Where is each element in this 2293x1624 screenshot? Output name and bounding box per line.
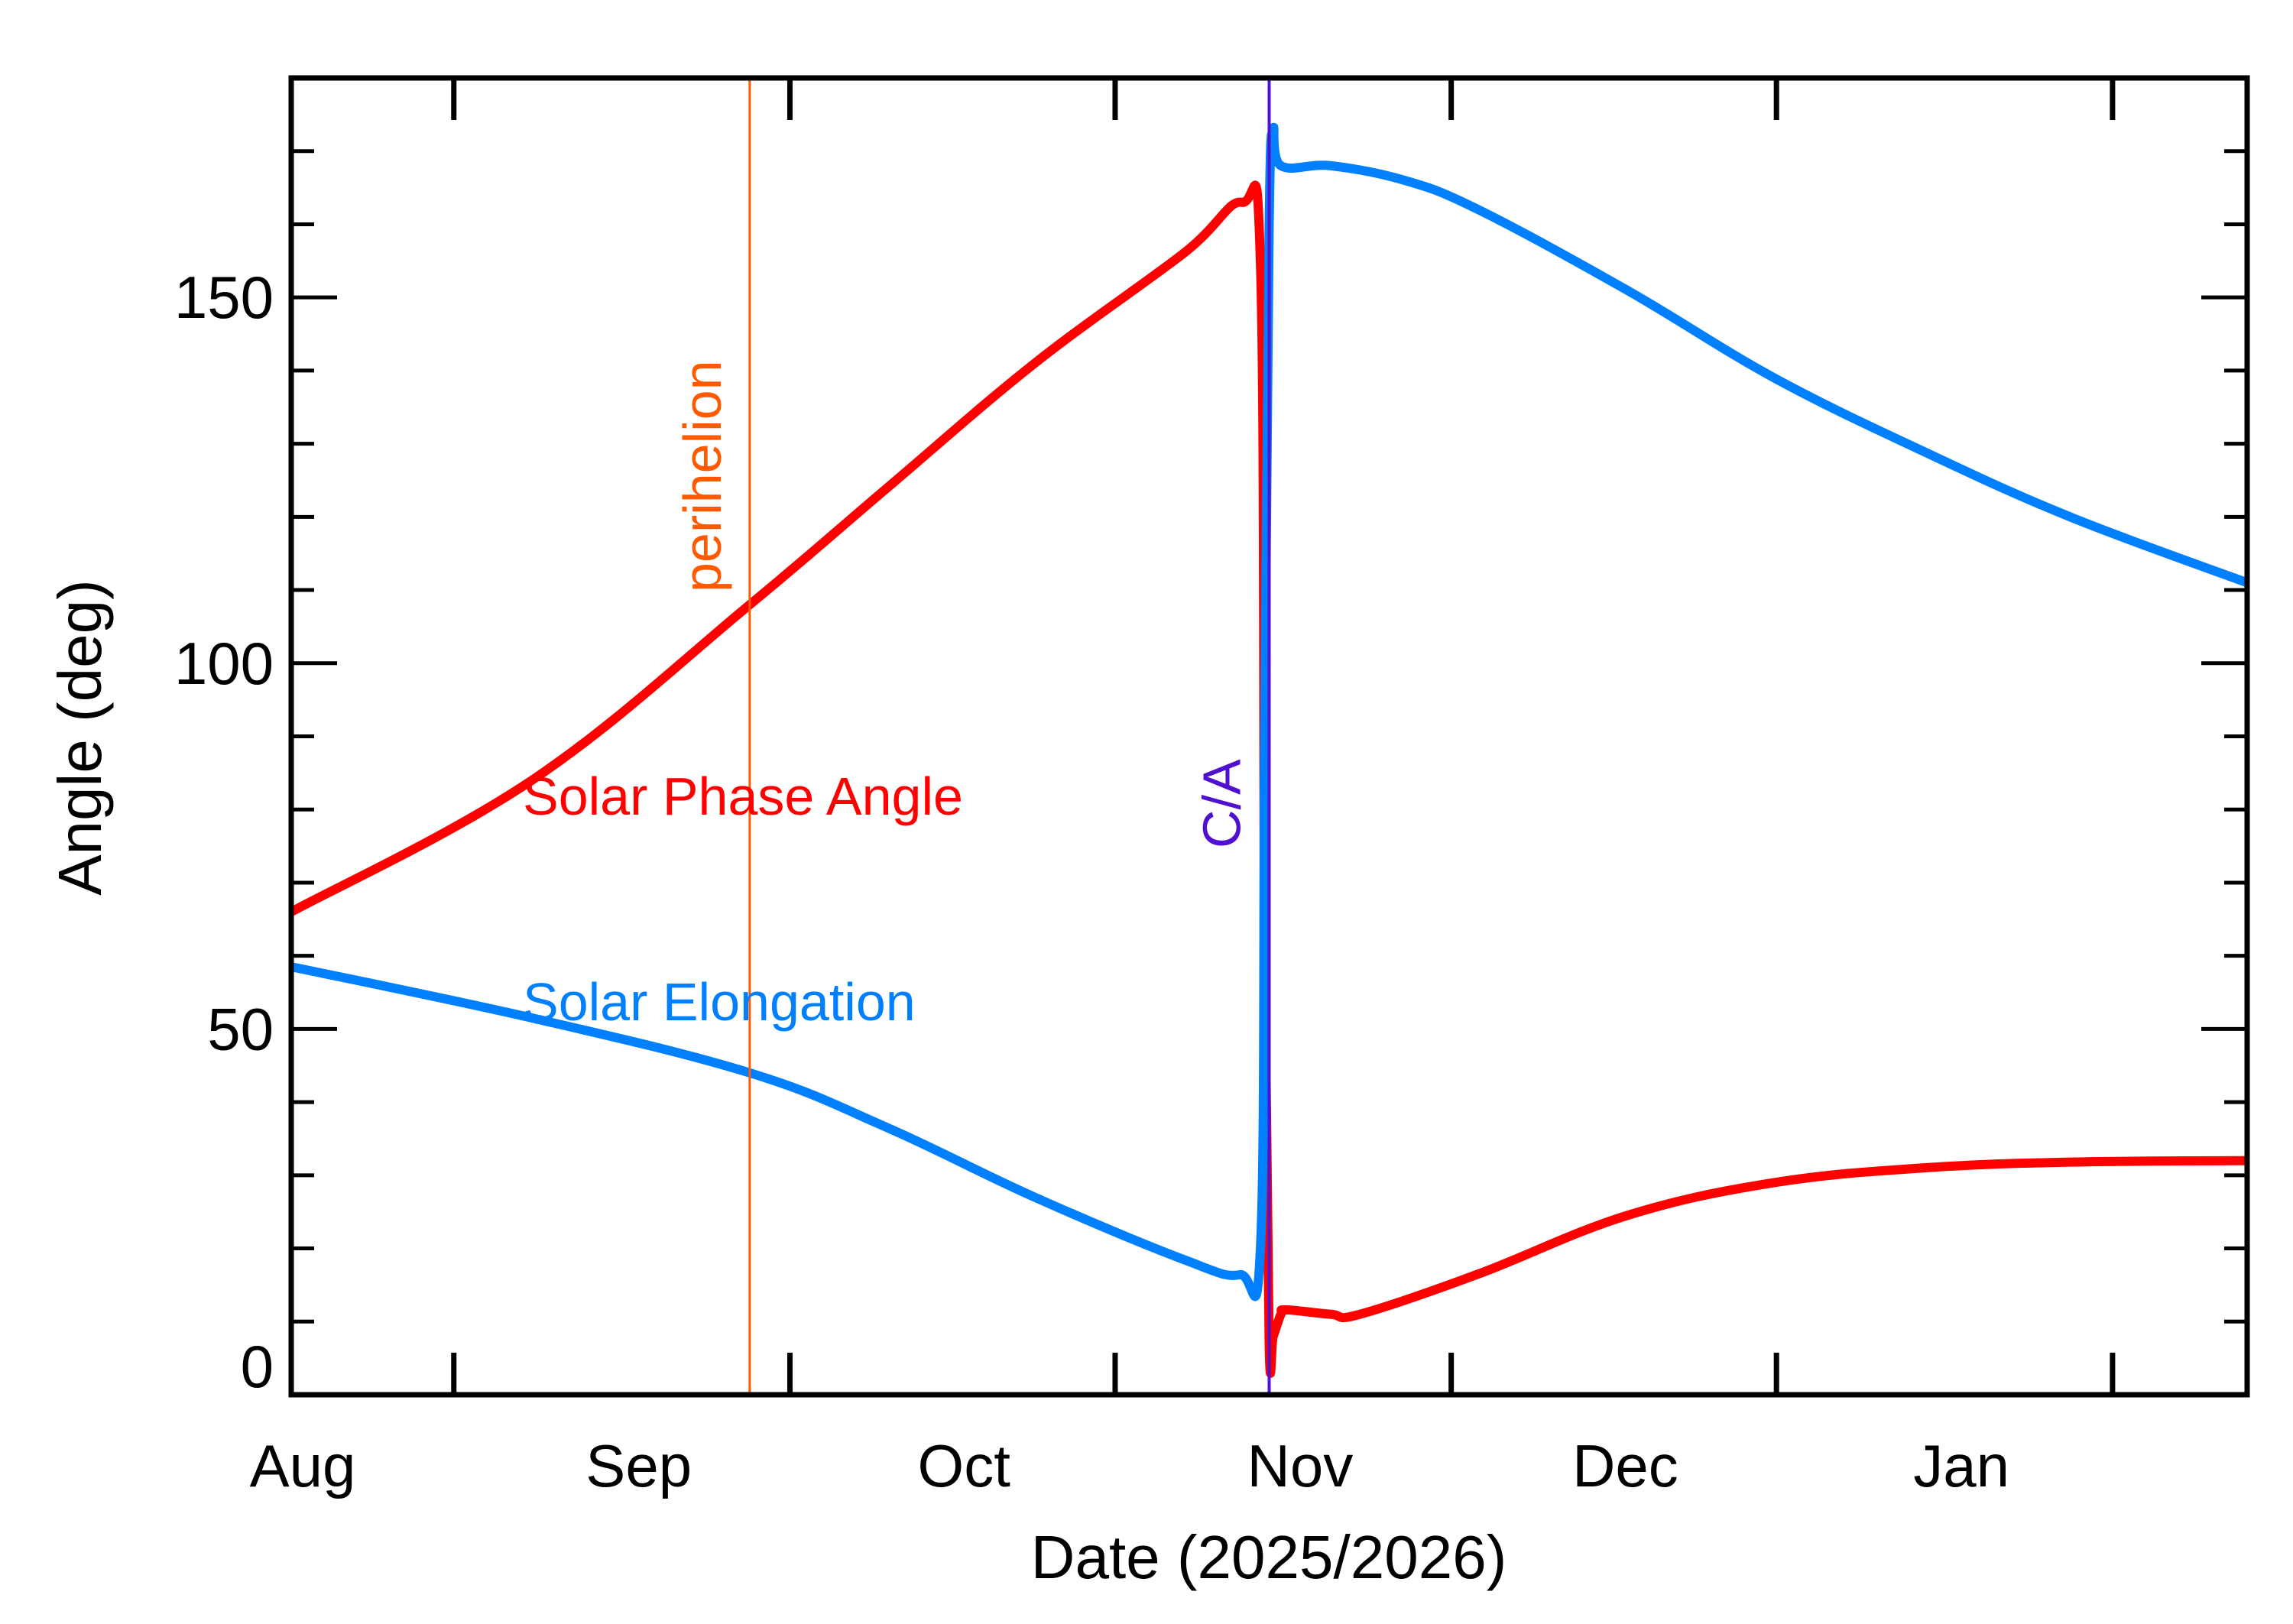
- x-tick-label-dec: Dec: [1572, 1432, 1678, 1499]
- y-axis-title: Angle (deg): [46, 579, 114, 896]
- y-tick-label: 50: [207, 995, 274, 1062]
- y-tick-label: 100: [174, 630, 274, 697]
- y-tick-label: 150: [174, 264, 274, 331]
- tick-layer: Aug Sep Oct Nov Dec Jan 0 50 100 150: [174, 78, 2247, 1499]
- series-label-solar-elongation: Solar Elongation: [523, 972, 916, 1032]
- y-tick-label: 0: [241, 1333, 274, 1400]
- x-axis-title: Date (2025/2026): [1031, 1523, 1507, 1591]
- marker-layer: perihelion C/A: [673, 78, 1271, 1395]
- x-tick-label-aug: Aug: [250, 1432, 356, 1499]
- marker-label-c-a: C/A: [1192, 759, 1252, 848]
- series-line-solar-elongation: [290, 122, 2249, 1301]
- marker-label-perihelion: perihelion: [673, 360, 732, 592]
- x-tick-label-sep: Sep: [585, 1432, 692, 1499]
- series-layer: [289, 122, 2249, 1378]
- x-tick-label-nov: Nov: [1247, 1432, 1354, 1499]
- x-tick-label-oct: Oct: [918, 1432, 1011, 1499]
- x-tick-label-jan: Jan: [1913, 1432, 2009, 1499]
- series-label-solar-phase-angle: Solar Phase Angle: [523, 767, 963, 826]
